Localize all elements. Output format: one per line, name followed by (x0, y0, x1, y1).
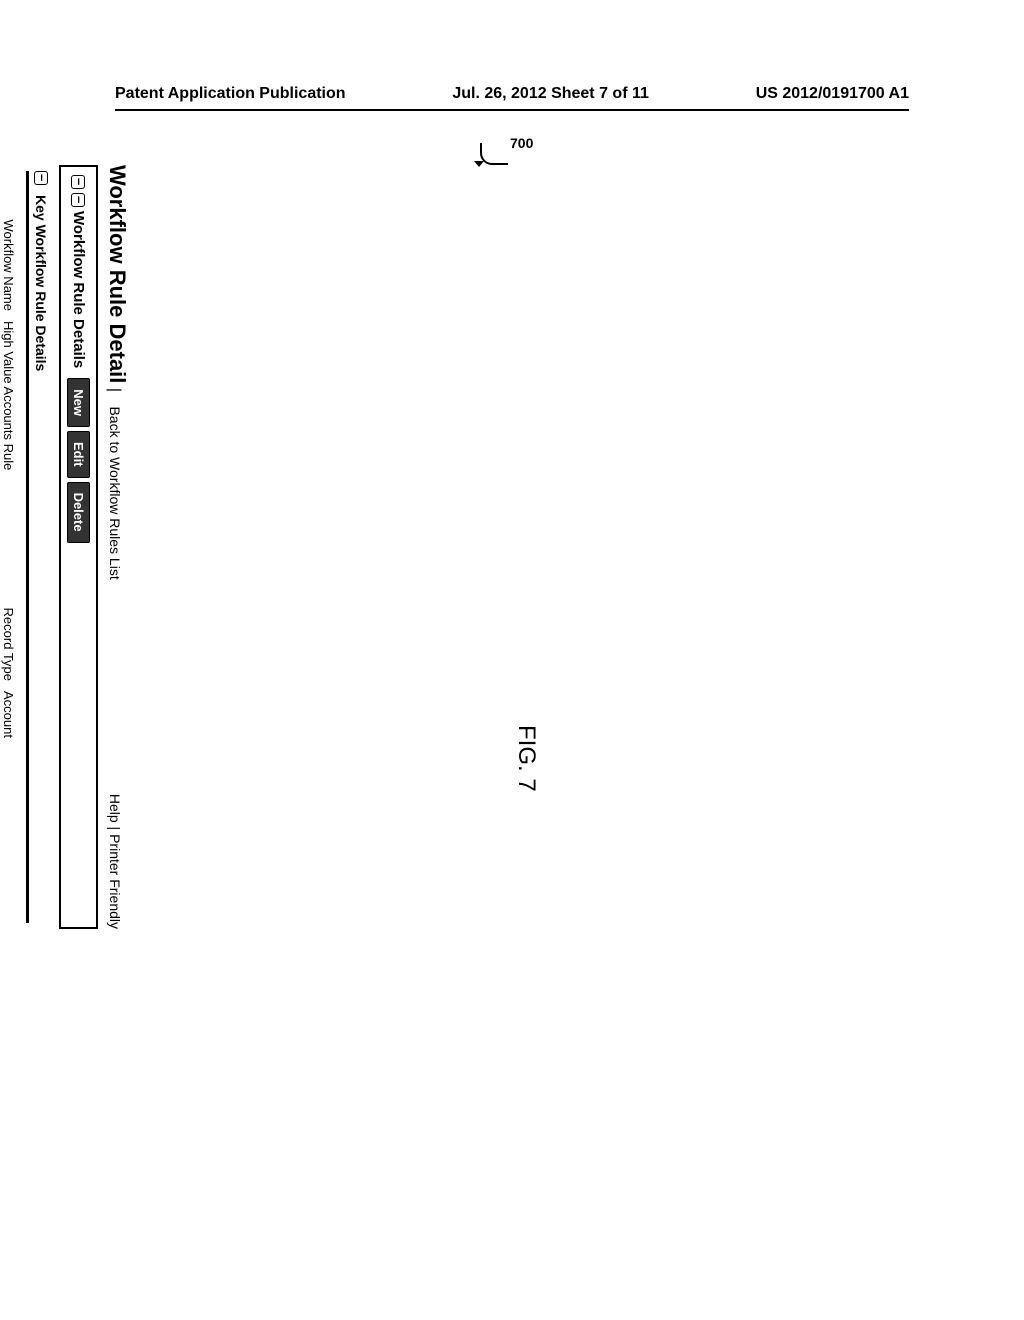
key-workflow-rule-details: Key Workflow Rule Details Workflow Name … (0, 171, 49, 923)
detail-grid: Workflow Name High Value Accounts Rule R… (0, 171, 16, 923)
page-title: Workflow Rule Detail (105, 165, 130, 383)
figure-reference-arrow: 700 (510, 135, 533, 151)
key-details-title-row: Key Workflow Rule Details (26, 171, 49, 923)
edit-button[interactable]: Edit (67, 431, 90, 478)
workflow-rule-details-bar: Workflow Rule Details New Edit Delete (59, 165, 98, 929)
section-label: Workflow Rule Details (70, 211, 87, 368)
workflow-name-label: Workflow Name (1, 171, 16, 311)
record-type-value: Account (1, 691, 16, 923)
help-link[interactable]: Help (107, 794, 123, 823)
collapse-icon[interactable] (72, 175, 86, 189)
figure-reference-number: 700 (510, 135, 533, 151)
patent-header-left: Patent Application Publication (115, 85, 346, 103)
delete-button[interactable]: Delete (67, 482, 90, 543)
title-left: Workflow Rule Detail | Back to Workflow … (104, 165, 130, 580)
workflow-name-value: High Value Accounts Rule (1, 321, 16, 561)
key-details-title: Key Workflow Rule Details (33, 195, 49, 371)
title-row: Workflow Rule Detail | Back to Workflow … (104, 165, 130, 929)
patent-header-right: US 2012/0191700 A1 (756, 85, 909, 103)
figure-caption: FIG. 7 (512, 725, 540, 792)
patent-header-center: Jul. 26, 2012 Sheet 7 of 11 (452, 85, 649, 103)
record-type-label: Record Type (1, 571, 16, 681)
back-link[interactable]: Back to Workflow Rules List (107, 406, 123, 579)
divider: | (107, 827, 123, 835)
divider: | (106, 388, 123, 397)
printer-friendly-link[interactable]: Printer Friendly (107, 834, 123, 929)
patent-header: Patent Application Publication Jul. 26, … (115, 85, 909, 111)
new-button[interactable]: New (67, 378, 90, 427)
collapse-icon[interactable] (34, 171, 48, 185)
expand-icon[interactable] (72, 193, 86, 207)
help-links: Help | Printer Friendly (107, 794, 123, 929)
workflow-rule-detail-page: Workflow Rule Detail | Back to Workflow … (0, 165, 130, 929)
